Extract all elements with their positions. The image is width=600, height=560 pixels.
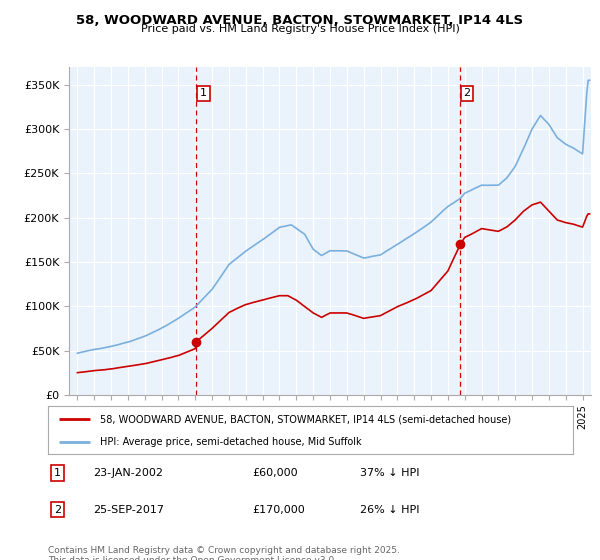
Text: 25-SEP-2017: 25-SEP-2017 [93, 505, 164, 515]
Text: Price paid vs. HM Land Registry's House Price Index (HPI): Price paid vs. HM Land Registry's House … [140, 24, 460, 34]
Text: 26% ↓ HPI: 26% ↓ HPI [360, 505, 419, 515]
Text: £170,000: £170,000 [252, 505, 305, 515]
Text: 2: 2 [54, 505, 61, 515]
Text: 2: 2 [464, 88, 470, 99]
Text: 23-JAN-2002: 23-JAN-2002 [93, 468, 163, 478]
Text: 58, WOODWARD AVENUE, BACTON, STOWMARKET, IP14 4LS: 58, WOODWARD AVENUE, BACTON, STOWMARKET,… [76, 14, 524, 27]
Text: HPI: Average price, semi-detached house, Mid Suffolk: HPI: Average price, semi-detached house,… [101, 437, 362, 447]
Text: Contains HM Land Registry data © Crown copyright and database right 2025.
This d: Contains HM Land Registry data © Crown c… [48, 546, 400, 560]
Text: £60,000: £60,000 [252, 468, 298, 478]
Text: 1: 1 [54, 468, 61, 478]
Text: 1: 1 [200, 88, 207, 99]
Text: 37% ↓ HPI: 37% ↓ HPI [360, 468, 419, 478]
Text: 58, WOODWARD AVENUE, BACTON, STOWMARKET, IP14 4LS (semi-detached house): 58, WOODWARD AVENUE, BACTON, STOWMARKET,… [101, 414, 512, 424]
